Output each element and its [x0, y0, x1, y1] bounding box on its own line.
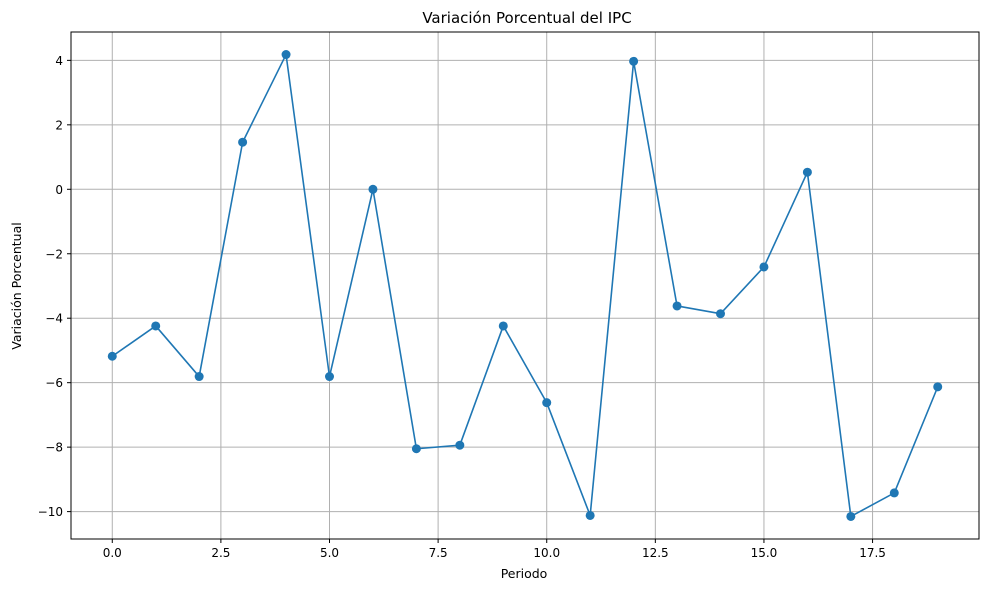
x-tick-label: 12.5 [642, 546, 669, 560]
data-point [629, 56, 639, 66]
y-tick-label: 0 [55, 183, 63, 197]
y-tick-label: −4 [45, 312, 63, 326]
y-tick-label: 4 [55, 54, 63, 68]
series-line [111, 53, 939, 518]
data-point [672, 301, 682, 311]
y-tick-label: −6 [45, 376, 63, 390]
data-point [455, 440, 465, 450]
data-point [107, 351, 117, 361]
data-point [411, 444, 421, 454]
x-tick-label: 15.0 [751, 546, 778, 560]
data-point [151, 321, 161, 331]
x-tick-label: 5.0 [320, 546, 339, 560]
chart-title: Variación Porcentual del IPC [422, 9, 631, 27]
y-axis-label: Variación Porcentual [9, 222, 24, 349]
data-point [846, 511, 856, 521]
data-point [368, 184, 378, 194]
grid [71, 32, 979, 539]
data-point [933, 382, 943, 392]
data-point [759, 262, 769, 272]
data-point [238, 137, 248, 147]
x-tick-label: 17.5 [859, 546, 886, 560]
data-point [889, 488, 899, 498]
x-axis-ticks: 0.0 2.5 5.0 7.5 10.0 12.5 15.0 17.5 [103, 539, 886, 560]
x-axis-label: Periodo [501, 566, 548, 581]
y-tick-label: −10 [38, 505, 63, 519]
data-point [585, 510, 595, 520]
y-tick-label: −2 [45, 247, 63, 261]
data-point [498, 321, 508, 331]
data-point [802, 167, 812, 177]
series-group [107, 50, 943, 521]
data-point [281, 50, 291, 60]
x-tick-label: 0.0 [103, 546, 122, 560]
y-tick-label: −8 [45, 441, 63, 455]
plot-frame [70, 31, 980, 540]
data-point [542, 398, 552, 408]
data-point [716, 309, 726, 319]
data-point [324, 372, 334, 382]
y-tick-label: 2 [55, 118, 63, 132]
x-tick-label: 2.5 [211, 546, 230, 560]
x-tick-label: 10.0 [533, 546, 560, 560]
x-tick-label: 7.5 [429, 546, 448, 560]
data-point [194, 372, 204, 382]
y-axis-ticks: −10 −8 −6 −4 −2 0 2 4 [38, 54, 71, 519]
